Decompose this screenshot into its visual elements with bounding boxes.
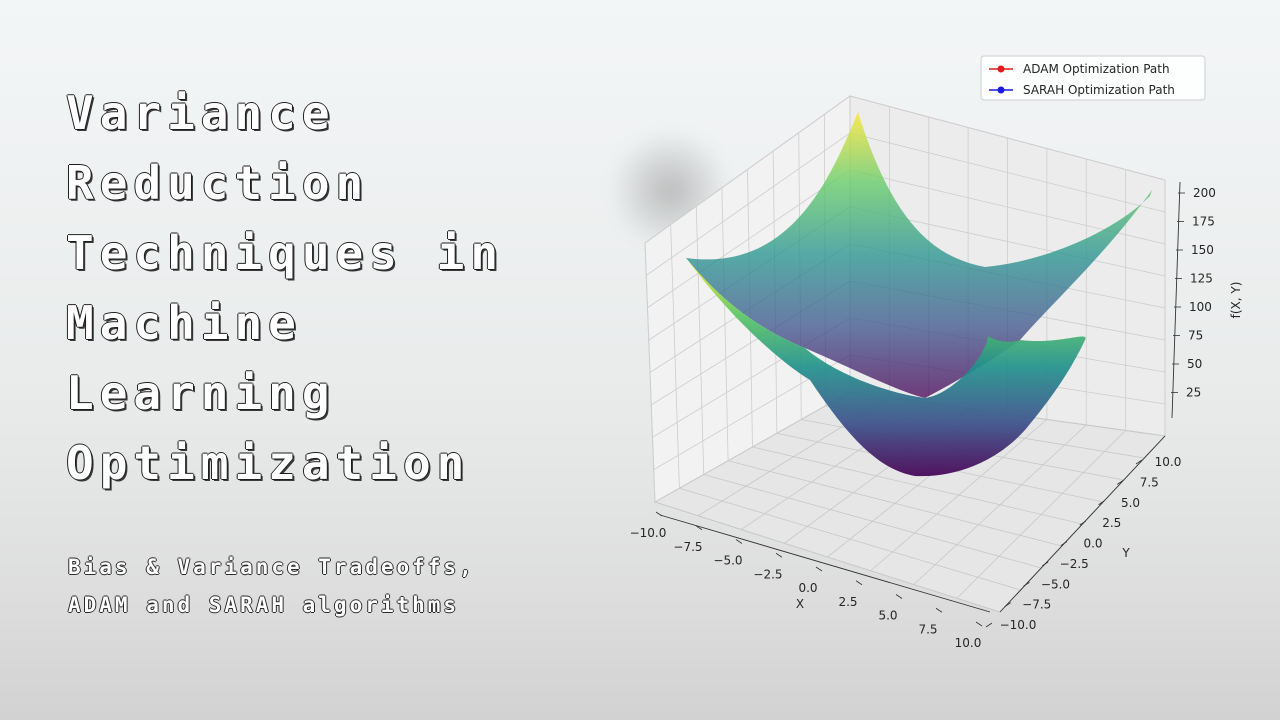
subtitle-line-2: ADAM and SARAH algorithms [68,593,460,617]
x-tick-label: 0.0 [798,581,817,595]
x-tick-label: −5.0 [713,554,742,568]
x-tick [975,621,983,627]
y-tick-label: 10.0 [1155,455,1182,469]
z-tick-label: 100 [1189,300,1212,314]
y-axis-label: Y [1121,546,1130,560]
floor-grid-line-y [679,487,1021,591]
surface [686,112,1152,477]
x-tick [735,539,743,544]
surface-back-face [686,112,1152,398]
y-tick-label: −2.5 [1060,557,1089,571]
x-tick [775,552,783,558]
subtitle-block: Bias & Variance Tradeoffs, ADAM and SARA… [68,548,628,624]
z-tick-label: 25 [1186,386,1201,400]
legend-marker-adam [997,65,1005,73]
x-tick-label: −7.5 [673,540,702,554]
x-tick-label: −10.0 [630,526,667,540]
z-grid-line [644,95,1166,244]
x-tick [815,566,823,572]
title-line-1: Variance [66,86,336,140]
z-axis-line [1171,181,1181,419]
legend: ADAM Optimization Path SARAH Optimizatio… [980,55,1206,101]
x-tick-label: 7.5 [918,622,937,636]
title-line-2: Reduction [66,156,370,210]
z-tick-label: 75 [1188,329,1203,343]
title-line-3: Techniques in [66,226,505,280]
y-tick-label: 0.0 [1083,537,1102,551]
x-tick [895,594,903,599]
y-tick-label: 7.5 [1140,475,1159,489]
legend-label-adam: ADAM Optimization Path [1023,62,1170,76]
z-tick-label: 175 [1192,215,1215,229]
x-tick-label: 5.0 [878,609,897,623]
z-tick-label: 50 [1187,357,1202,371]
x-tick [855,580,863,586]
surface-front-face [686,258,1086,477]
z-tick-label: 150 [1191,243,1214,257]
floor-grid-line-y [728,460,1062,547]
floor-grid-line-y [703,474,1042,569]
legend-marker-sarah [997,86,1005,94]
title-block: Variance Reduction Techniques in Machine… [66,78,606,498]
x-tick-label: 2.5 [838,595,857,609]
y-tick-label: −5.0 [1041,577,1070,591]
legend-box [980,55,1206,101]
title-line-4: Machine [66,296,302,350]
floor-grid-line-y [654,501,1001,613]
title-line-5: Learning [66,366,336,420]
subtitle-line-1: Bias & Variance Tradeoffs, [68,555,475,579]
z-tick-label: 200 [1193,186,1216,200]
x-tick [935,607,943,613]
legend-label-sarah: SARAH Optimization Path [1023,83,1175,97]
x-axis-line [659,514,991,613]
y-tick-label: 5.0 [1121,496,1140,510]
x-tick [695,525,703,531]
y-axis-line [999,435,1166,613]
x-tick-label: 10.0 [955,636,982,650]
y-tick-label: −10.0 [1000,618,1037,632]
z-tick-label: 125 [1190,272,1213,286]
y-tick [985,622,993,628]
y-tick-label: −7.5 [1022,598,1051,612]
floor-grid-line-y [752,446,1083,525]
title-line-6: Optimization [66,436,471,490]
x-tick-label: −2.5 [753,567,782,581]
y-tick [1135,459,1143,465]
y-tick-label: 2.5 [1102,516,1121,530]
z-axis-label: f(X, Y) [1229,282,1243,319]
axes-labels: −10.0−7.5−5.0−2.50.02.55.07.510.0X10.07.… [630,181,1243,650]
x-axis-label: X [796,597,804,611]
